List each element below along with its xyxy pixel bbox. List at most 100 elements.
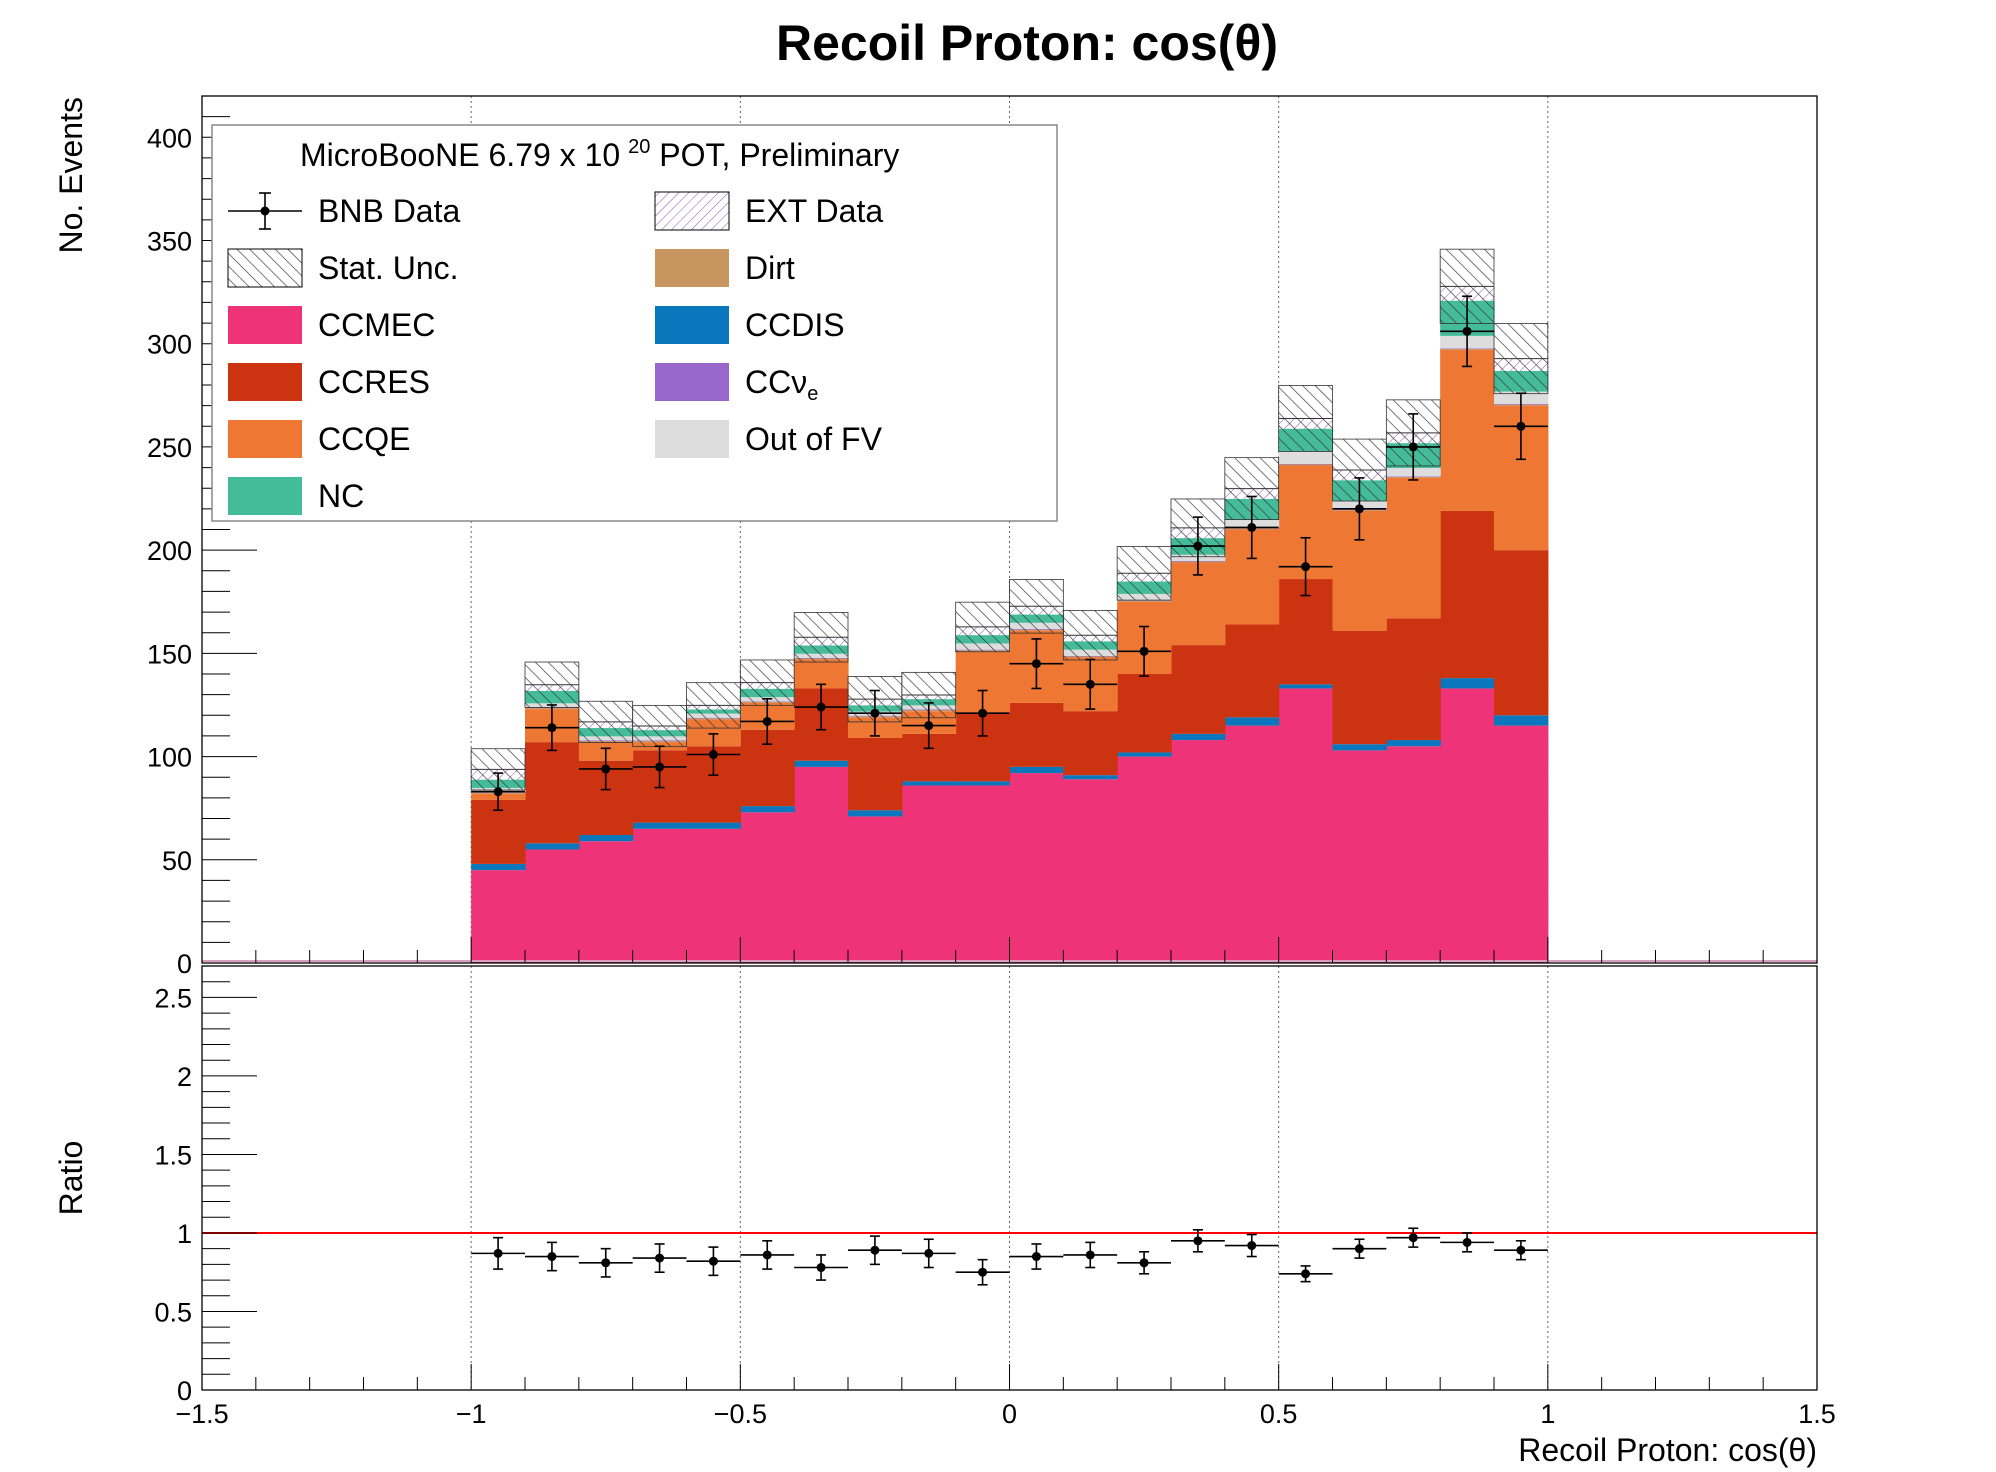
ratio-point — [1139, 1258, 1149, 1268]
histogram-bar — [525, 843, 580, 850]
histogram-bar — [848, 810, 903, 817]
histogram-bar — [1278, 688, 1334, 963]
histogram-bar — [525, 742, 580, 844]
legend-swatch — [228, 363, 302, 401]
legend-label: CCMEC — [318, 307, 435, 343]
legend-label: CCQE — [318, 421, 410, 457]
x-tick-label: −0.5 — [714, 1399, 767, 1429]
legend-label: CCνe — [745, 364, 818, 405]
x-tick-label: −1.5 — [175, 1399, 228, 1429]
histogram-bar — [1440, 510, 1495, 679]
y-tick-label: 300 — [147, 330, 192, 360]
ratio-y-axis-label: Ratio — [53, 1141, 89, 1216]
data-point — [655, 762, 665, 772]
legend-label: CCRES — [318, 364, 430, 400]
histogram-bar — [1171, 740, 1226, 963]
histogram-bar — [1009, 702, 1064, 767]
stat-unc-band — [578, 700, 634, 743]
legend-label: EXT Data — [745, 193, 883, 229]
histogram-bar — [794, 760, 849, 767]
ratio-point — [1354, 1244, 1364, 1254]
ratio-point — [1462, 1237, 1472, 1247]
y-tick-label: 100 — [147, 743, 192, 773]
ratio-panel: 0 0.5 1 1.5 2 2.5 −1.5 −1 −0.5 0 0.5 1 1.5 — [154, 965, 1836, 1429]
histogram-bar — [740, 812, 795, 963]
x-tick-label: 1 — [1540, 1399, 1555, 1429]
legend-box — [211, 124, 1058, 522]
histogram-bar — [1063, 711, 1118, 776]
legend-label: Out of FV — [745, 421, 883, 457]
ratio-point — [1516, 1245, 1526, 1255]
ratio-point — [978, 1267, 988, 1277]
data-point — [762, 716, 772, 726]
histogram-bar — [1171, 562, 1226, 646]
legend-label: BNB Data — [318, 193, 460, 229]
histogram-bar — [1386, 740, 1441, 747]
ratio-point — [1408, 1233, 1418, 1243]
ratio-point — [1085, 1250, 1095, 1260]
histogram-bar — [632, 822, 688, 829]
histogram-bar — [955, 785, 1011, 963]
stat-unc-band — [793, 612, 849, 663]
y-tick-label: 50 — [162, 846, 192, 876]
stat-unc-band — [524, 661, 580, 708]
ratio-point — [1301, 1269, 1311, 1279]
histogram-bar — [794, 766, 849, 963]
legend-label: Dirt — [745, 250, 795, 286]
ratio-point — [924, 1248, 934, 1258]
y-tick-label: 400 — [147, 123, 192, 153]
histogram-bar — [1278, 684, 1334, 689]
histogram-bar — [1386, 746, 1441, 963]
legend-label: NC — [318, 478, 364, 514]
histogram-bar — [848, 816, 903, 963]
ratio-point — [708, 1256, 718, 1266]
histogram-bar — [1278, 463, 1334, 465]
data-point — [1031, 659, 1041, 669]
data-point — [1462, 326, 1472, 336]
histogram-bar — [1494, 725, 1549, 963]
legend-swatch — [228, 306, 302, 344]
stat-unc-band — [1493, 323, 1549, 395]
stat-unc-band — [1278, 385, 1333, 452]
histogram-bar — [525, 849, 580, 963]
y-tick-label: 0 — [177, 949, 192, 979]
histogram-bar — [1224, 717, 1280, 726]
histogram-bar — [1494, 550, 1549, 716]
ratio-point — [547, 1252, 557, 1262]
legend-swatch — [655, 420, 729, 458]
data-point — [870, 708, 880, 718]
data-point — [1516, 421, 1526, 431]
ratio-y-tick-label: 0 — [177, 1376, 192, 1406]
data-point — [601, 764, 611, 774]
histogram-bar — [1386, 618, 1441, 741]
data-point — [1193, 541, 1203, 551]
histogram-bar — [1171, 645, 1226, 734]
legend-swatch — [655, 306, 729, 344]
legend-swatch — [655, 249, 729, 287]
histogram-bar — [1386, 477, 1441, 619]
stat-unc-band — [686, 682, 741, 729]
data-point — [1085, 679, 1095, 689]
histogram-bar — [901, 781, 957, 786]
histogram-bar — [578, 835, 634, 842]
histogram-bar — [1063, 775, 1118, 780]
histogram-bar — [1440, 349, 1495, 511]
histogram-bar — [1332, 630, 1387, 745]
legend-swatch-marker — [260, 206, 270, 216]
stat-unc-band — [1116, 546, 1172, 601]
data-point — [1354, 504, 1364, 514]
histogram-bar — [848, 737, 903, 811]
ratio-point — [870, 1245, 880, 1255]
ratio-point — [1247, 1241, 1257, 1251]
ratio-y-tick-label: 1.5 — [154, 1140, 192, 1170]
histogram-bar — [1278, 579, 1334, 685]
ratio-point — [493, 1248, 503, 1258]
y-axis-label: No. Events — [53, 97, 89, 254]
histogram-bar — [1009, 773, 1064, 963]
histogram-bar — [578, 841, 634, 963]
ratio-point — [601, 1258, 611, 1268]
legend-label: CCDIS — [745, 307, 845, 343]
ratio-point — [816, 1263, 826, 1273]
ratio-point — [655, 1253, 665, 1263]
histogram-bar — [1009, 766, 1064, 774]
